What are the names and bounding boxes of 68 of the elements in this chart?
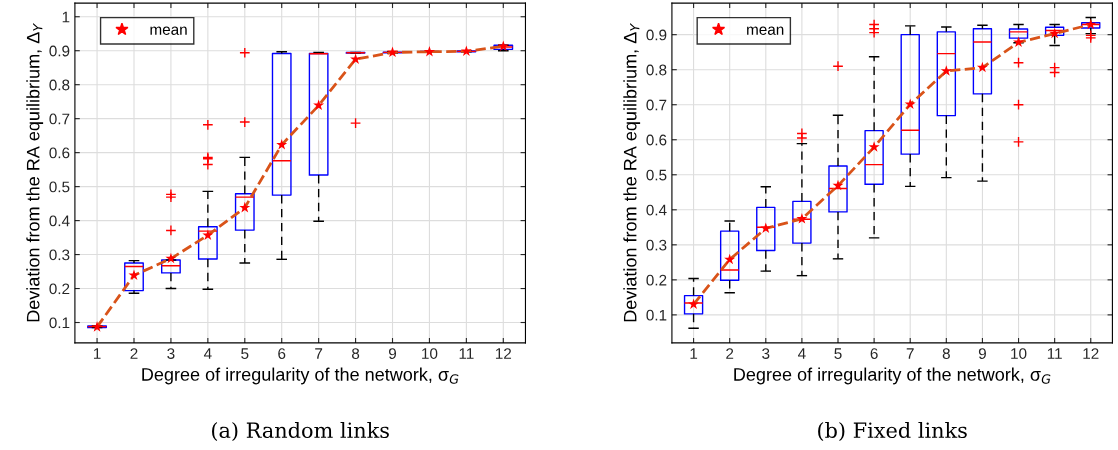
y-tick-label: 0.6 (646, 134, 667, 146)
y-tick-label: 0.1 (49, 317, 70, 329)
x-tick-label: 11 (459, 348, 474, 359)
y-tick-label: 0.6 (49, 147, 70, 159)
legend-label: mean (150, 26, 187, 35)
y-tick-label: 0.1 (646, 309, 667, 321)
point (1013, 36, 1025, 48)
y-tick-label: 0.5 (49, 181, 70, 193)
y-axis-title: Deviation from the RA equilibrium, Δ$_{Y}$ (623, 23, 641, 322)
y-tick-label: 0.5 (646, 169, 667, 181)
y-tick-label: 0.8 (646, 64, 667, 76)
point (497, 40, 509, 51)
point (202, 229, 214, 240)
y-tick-label: 0.2 (49, 283, 70, 295)
point (1085, 18, 1097, 30)
x-tick-label: 6 (278, 348, 286, 359)
y-tick-label: 0.7 (49, 113, 70, 125)
point (423, 45, 435, 57)
y-tick-label: 0.3 (646, 239, 667, 251)
x-tick-label: 11 (1047, 348, 1062, 359)
x-axis-title: Degree of irregularity of the network, σ$_{G}$ (734, 367, 1051, 385)
x-tick-label: 9 (388, 348, 397, 359)
text: (a) Random links (212, 421, 389, 441)
point (1049, 27, 1061, 39)
x-tick-label: 9 (978, 348, 986, 359)
y-tick-label: 1 (62, 11, 70, 23)
y-tick-label: 0.4 (646, 204, 667, 216)
x-tick-label: 10 (1011, 348, 1027, 359)
x-tick-label: 12 (495, 348, 512, 359)
y-tick-label: 0.7 (646, 99, 667, 111)
point (276, 139, 288, 150)
text: (b) Fixed links (818, 421, 967, 441)
point (868, 141, 880, 152)
point (350, 53, 362, 64)
x-tick-label: 1 (93, 348, 101, 359)
point (91, 321, 103, 332)
point (976, 61, 988, 73)
y-tick-label: 0.3 (49, 249, 70, 261)
x-tick-label: 3 (167, 348, 175, 359)
y-tick-label: 0.8 (49, 79, 70, 91)
y-tick-label: 0.9 (646, 29, 667, 41)
y-tick-label: 0.9 (49, 45, 70, 57)
x-axis-title: Degree of irregularity of the network, σ$_{G}$ (142, 367, 459, 385)
point (724, 253, 736, 265)
x-tick-label: 8 (942, 348, 950, 359)
point (165, 252, 177, 264)
y-tick-label: 0.4 (49, 215, 70, 227)
x-tick-label: 2 (130, 348, 138, 359)
x-tick-label: 4 (798, 348, 806, 359)
point (386, 46, 399, 58)
x-tick-label: 3 (762, 348, 770, 359)
point (460, 45, 472, 57)
x-tick-label: 12 (1083, 348, 1099, 359)
x-tick-label: 5 (241, 348, 249, 359)
y-axis-title: Deviation from the RA equilibrium, Δ$_{Y}$ (26, 23, 44, 322)
point (940, 65, 952, 76)
y-tick-label: 0.2 (646, 274, 667, 286)
x-tick-label: 2 (726, 348, 734, 359)
x-tick-label: 4 (203, 348, 212, 359)
x-tick-label: 5 (834, 348, 842, 359)
point (313, 99, 325, 111)
x-tick-label: 6 (870, 348, 878, 359)
x-tick-label: 7 (315, 348, 323, 359)
x-tick-label: 7 (906, 348, 914, 359)
x-tick-label: 8 (351, 348, 360, 359)
x-tick-label: 1 (690, 348, 698, 359)
x-tick-label: 10 (422, 348, 438, 359)
legend-label: mean (747, 26, 784, 35)
